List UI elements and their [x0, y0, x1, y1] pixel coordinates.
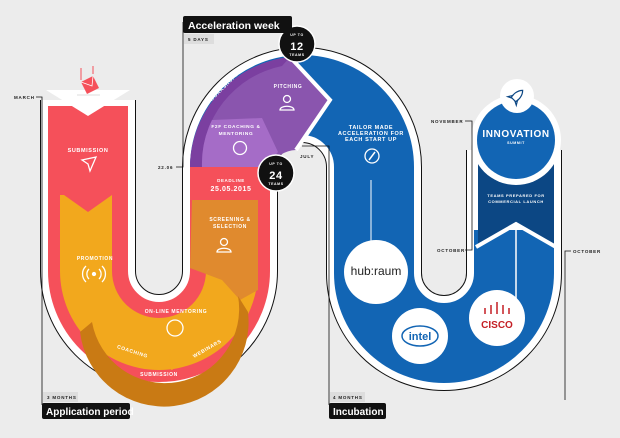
- compass-icon: [364, 148, 380, 164]
- submission-label: SUBMISSION: [68, 148, 109, 154]
- march-label: MARCH: [14, 95, 35, 100]
- workshops-band: [190, 57, 290, 167]
- innovation-timeline-line: [465, 120, 473, 251]
- chevron-separator: [288, 55, 333, 152]
- innovation-label: INNOVATION: [482, 129, 549, 140]
- application-title-box: [42, 403, 130, 419]
- october-left-label: OCTOBER: [437, 248, 465, 253]
- cisco-bars: [484, 302, 510, 314]
- incubation-title-box: [329, 403, 386, 419]
- globe-icon: [166, 319, 184, 337]
- hubraum-logo-circle: [344, 240, 408, 304]
- hubraum-logo: hub:raum: [351, 264, 402, 278]
- gauge-icon: [232, 140, 248, 156]
- screening-label-2: SELECTION: [213, 224, 247, 230]
- application-duration: 3 MONTHS: [47, 395, 77, 400]
- intel-logo-circle: [392, 308, 448, 364]
- july-label: JULY: [300, 154, 314, 159]
- submission-band-label: SUBMISSION: [140, 372, 178, 378]
- deadline-box: [192, 173, 270, 193]
- envelope-icon: [77, 66, 100, 96]
- acceleration-duration: 5 DAYS: [188, 37, 209, 42]
- svg-text:UP TO: UP TO: [269, 162, 283, 166]
- october-right-line: [564, 250, 571, 400]
- acceleration-timeline-line: [176, 22, 184, 168]
- acceleration-start-label: 22.06: [158, 165, 173, 170]
- badge-12-teams: UP TO 12 TEAMS: [278, 25, 316, 63]
- rocket-icon: [505, 89, 524, 108]
- acceleration-title: Acceleration week: [188, 20, 280, 32]
- deadline-date: 25.05.2015: [210, 186, 251, 193]
- screening-area: [190, 200, 258, 300]
- october-right-label: OCTOBER: [573, 249, 601, 254]
- pitching-person-icon: [279, 94, 295, 111]
- svg-text:TEAMS: TEAMS: [268, 182, 283, 186]
- pitching-label: PITCHING: [274, 84, 303, 90]
- incubation-timeline-line: [302, 145, 330, 405]
- deadline-label: DEADLINE: [217, 178, 245, 183]
- cisco-logo-circle: [469, 290, 525, 346]
- launch-chevron: [475, 221, 557, 249]
- intel-logo: intel: [409, 331, 432, 343]
- application-timeline-line: [36, 96, 43, 405]
- november-label: NOVEMBER: [431, 119, 463, 124]
- svg-text:UP TO: UP TO: [290, 33, 304, 37]
- acceleration-title-box: [183, 16, 292, 33]
- tailor-label-2: ACCELERATION FOR: [338, 131, 404, 137]
- paper-plane-icon: [80, 156, 98, 173]
- incubation-duration: 4 MONTHS: [333, 395, 363, 400]
- svg-text:12: 12: [290, 41, 303, 53]
- f2f-label-2: MENTORING: [219, 131, 254, 137]
- online-mentoring-label: ON-LINE MENTORING: [145, 309, 208, 315]
- broadcast-icon: [81, 265, 107, 283]
- coaching-webinars-band: [80, 296, 249, 407]
- prepared-label-1: TEAMS PREPARED FOR: [487, 193, 544, 198]
- incubation-title: Incubation: [333, 407, 384, 418]
- summit-label: SUMMIT: [507, 141, 525, 145]
- svg-text:TEAMS: TEAMS: [289, 53, 304, 57]
- tailor-label-1: TAILOR MADE: [349, 125, 393, 131]
- top-chevron-notch: [46, 90, 130, 116]
- rocket-circle: [500, 79, 534, 113]
- prepared-label-2: COMMERCIAL LAUNCH: [488, 199, 544, 204]
- innovation-circle: [477, 101, 555, 179]
- application-title: Application period: [46, 407, 134, 418]
- screening-label-1: SCREENING &: [209, 217, 250, 223]
- promotion-label: PROMOTION: [77, 256, 113, 262]
- cisco-logo: CISCO: [481, 320, 513, 331]
- svg-text:24: 24: [269, 170, 283, 182]
- person-icon: [216, 237, 232, 253]
- badge-24-teams: UP TO 24 TEAMS: [257, 154, 295, 192]
- f2f-area: [201, 118, 278, 167]
- tailor-label-3: EACH START UP: [345, 137, 397, 143]
- f2f-label-1: F2F COACHING &: [211, 124, 260, 130]
